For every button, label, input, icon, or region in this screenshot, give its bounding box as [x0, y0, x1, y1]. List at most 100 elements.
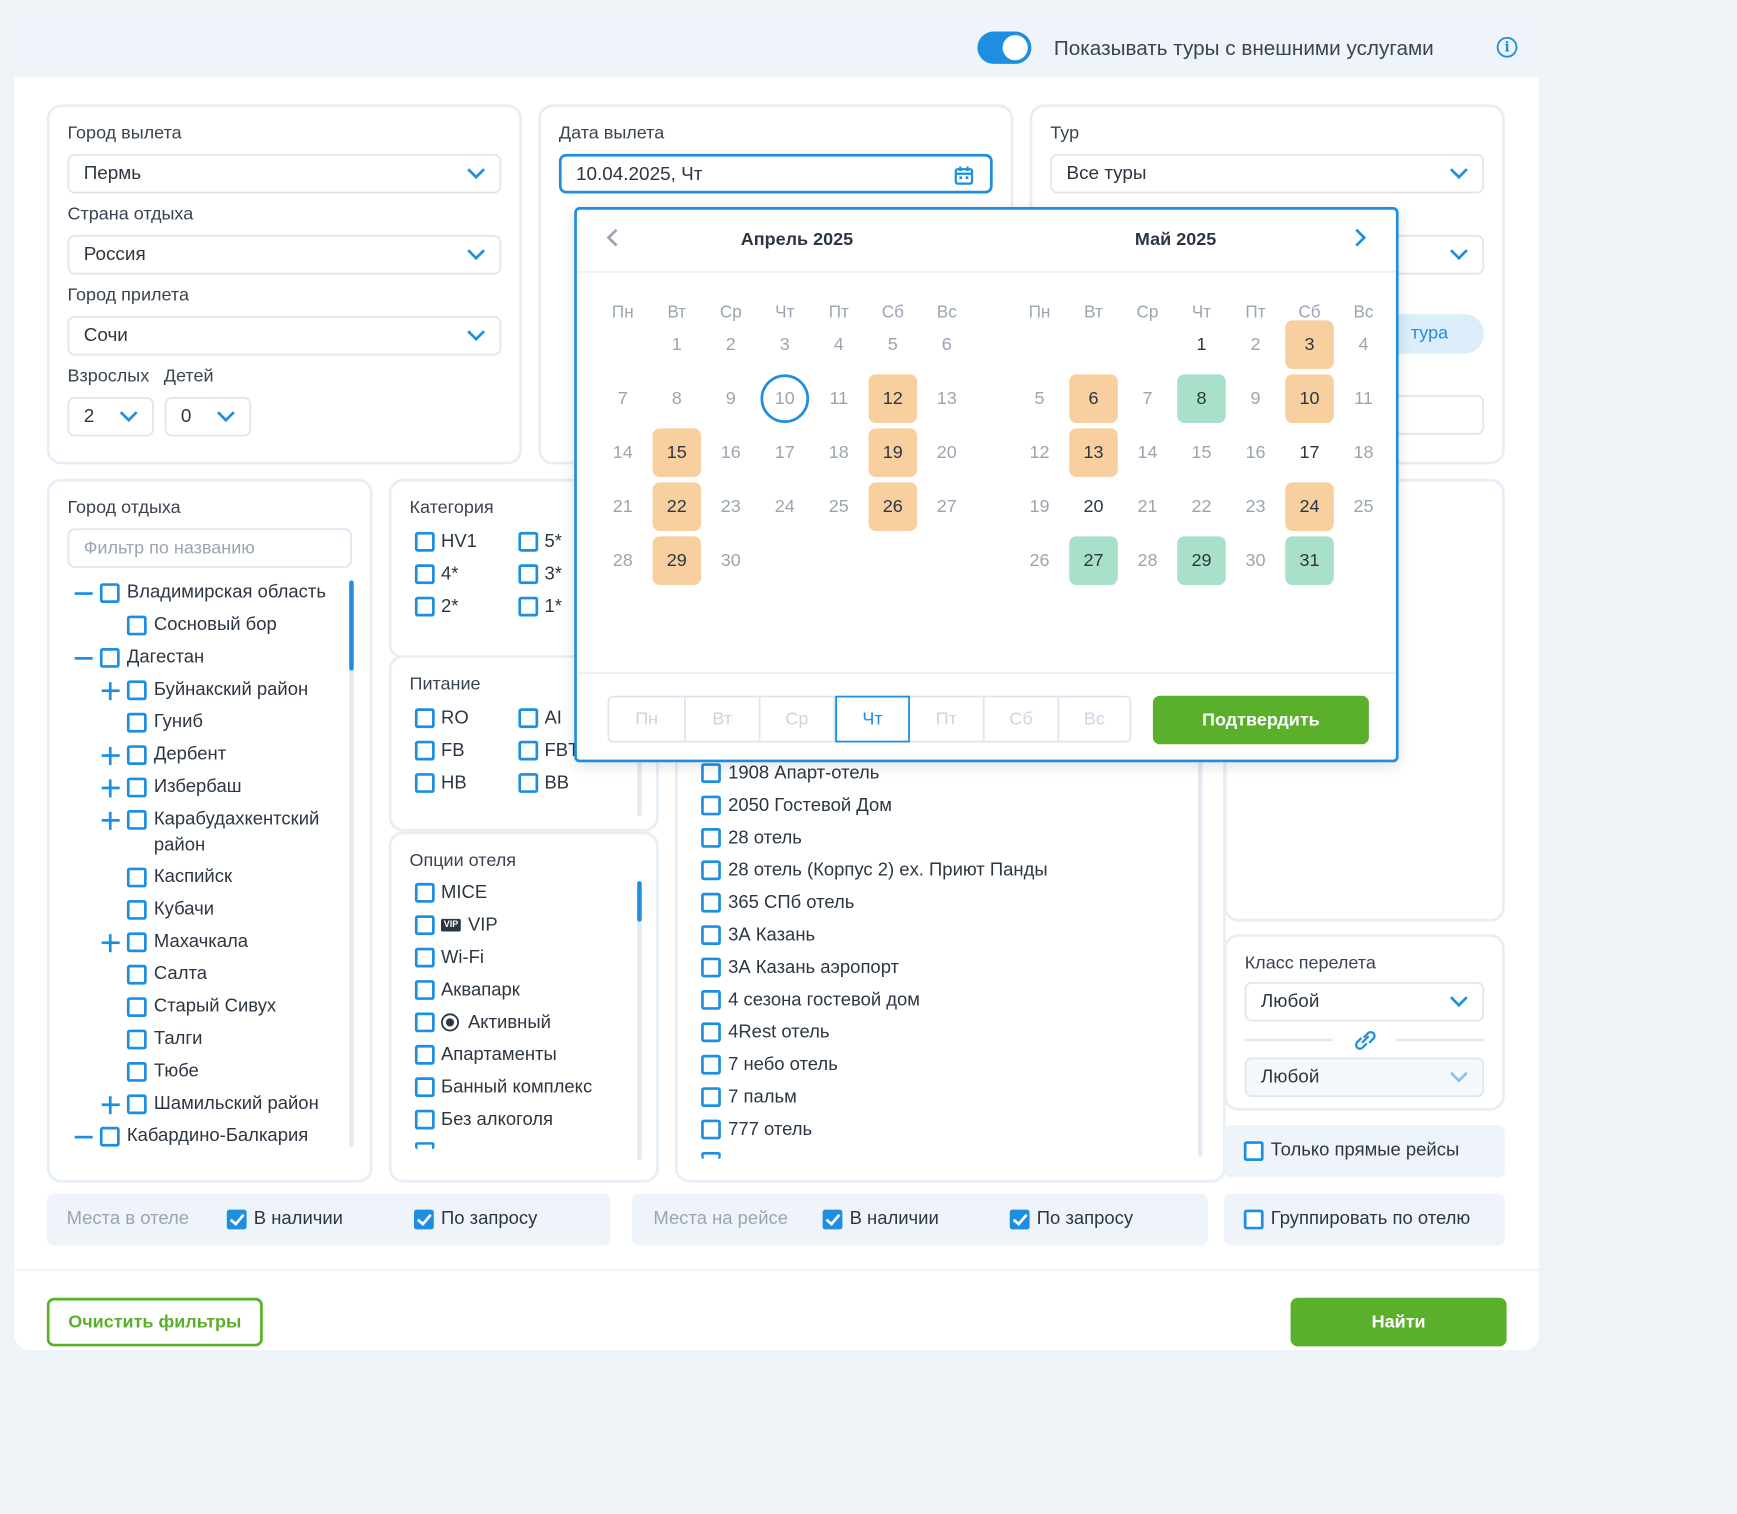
calendar-day[interactable]: 15	[652, 428, 702, 477]
checkbox-checked[interactable]	[226, 1209, 247, 1230]
next-month-icon[interactable]	[1348, 228, 1367, 247]
expand-icon[interactable]	[101, 811, 120, 830]
calendar-day[interactable]: 17	[1299, 442, 1320, 463]
scrollbar-track[interactable]	[349, 580, 354, 1148]
checkbox[interactable]	[126, 712, 147, 733]
tour-select[interactable]: Все туры	[1050, 153, 1485, 194]
calendar-day[interactable]: 2	[1250, 334, 1261, 355]
calendar-day[interactable]: 29	[1177, 536, 1226, 585]
checkbox[interactable]	[414, 708, 435, 729]
calendar-day[interactable]: 21	[612, 496, 633, 517]
calendar-day[interactable]: 5	[1034, 388, 1045, 409]
checkbox[interactable]	[414, 947, 435, 968]
city-filter-input[interactable]: Фильтр по названию	[67, 528, 352, 568]
checkbox[interactable]	[518, 531, 539, 552]
collapse-icon[interactable]	[74, 1135, 93, 1139]
calendar-day[interactable]: 16	[720, 442, 741, 463]
weekday-toggle[interactable]: Ср	[761, 697, 836, 741]
checkbox[interactable]	[126, 1029, 147, 1050]
checkbox[interactable]	[518, 596, 539, 617]
calendar-day[interactable]: 6	[941, 334, 952, 355]
calendar-day[interactable]: 24	[774, 496, 795, 517]
calendar-day[interactable]: 15	[1191, 442, 1212, 463]
checkbox[interactable]	[701, 1152, 721, 1160]
checkbox[interactable]	[414, 596, 435, 617]
weekday-toggle[interactable]: Вс	[1083, 709, 1105, 729]
calendar-day[interactable]: 24	[1285, 482, 1334, 531]
checkbox[interactable]	[518, 773, 539, 793]
calendar-day[interactable]: 16	[1245, 442, 1266, 463]
calendar-day[interactable]: 27	[1069, 536, 1118, 585]
checkbox[interactable]	[701, 990, 721, 1010]
checkbox[interactable]	[701, 1119, 721, 1140]
checkbox[interactable]	[414, 1044, 435, 1065]
children-select[interactable]: 0	[164, 396, 252, 437]
calendar-day[interactable]: 7	[617, 388, 628, 409]
calendar-day[interactable]: 14	[612, 442, 633, 463]
calendar-day[interactable]: 13	[936, 388, 957, 409]
checkbox[interactable]	[701, 925, 721, 945]
calendar-day[interactable]: 3	[1285, 320, 1334, 369]
date-input[interactable]: 10.04.2025, Чт	[558, 153, 993, 194]
adults-select[interactable]: 2	[67, 396, 154, 437]
checkbox[interactable]	[701, 828, 721, 848]
calendar-day[interactable]: 12	[1029, 442, 1050, 463]
checkbox[interactable]	[99, 583, 120, 603]
clear-filters-button[interactable]: Очистить фильтры	[46, 1297, 263, 1347]
flight-class-select-2[interactable]: Любой	[1244, 1057, 1485, 1098]
checkbox[interactable]	[414, 1142, 435, 1150]
country-select[interactable]: Россия	[67, 234, 502, 275]
checkbox[interactable]	[414, 1012, 435, 1033]
checkbox[interactable]	[99, 1126, 120, 1147]
checkbox[interactable]	[701, 860, 721, 881]
calendar-day[interactable]: 20	[936, 442, 957, 463]
checkbox[interactable]	[126, 997, 147, 1017]
checkbox[interactable]	[126, 932, 147, 953]
calendar-day[interactable]: 9	[725, 388, 736, 409]
expand-icon[interactable]	[101, 1096, 120, 1115]
calendar-day[interactable]: 1	[671, 334, 682, 355]
checkbox[interactable]	[414, 1077, 435, 1098]
expand-icon[interactable]	[101, 779, 120, 798]
calendar-day[interactable]: 30	[720, 550, 741, 571]
checkbox-checked[interactable]	[1009, 1209, 1030, 1230]
calendar-day[interactable]: 5	[887, 334, 898, 355]
checkbox[interactable]	[126, 964, 147, 985]
checkbox[interactable]	[701, 763, 721, 783]
confirm-button[interactable]: Подтвердить	[1152, 695, 1369, 745]
scrollbar-track[interactable]	[637, 881, 642, 1161]
calendar-day[interactable]: 22	[1191, 496, 1212, 517]
collapse-icon[interactable]	[74, 592, 93, 595]
checkbox[interactable]	[701, 1022, 721, 1043]
calendar-day[interactable]: 3	[779, 334, 790, 355]
calendar-day[interactable]: 19	[868, 428, 918, 477]
calendar-day[interactable]: 26	[868, 482, 918, 531]
calendar-day[interactable]: 21	[1137, 496, 1158, 517]
calendar-day[interactable]: 8	[1177, 374, 1226, 423]
external-services-toggle[interactable]	[977, 31, 1032, 64]
calendar-day[interactable]: 11	[829, 388, 849, 409]
calendar-day[interactable]: 23	[720, 496, 741, 517]
checkbox-checked[interactable]	[822, 1209, 843, 1230]
calendar-day[interactable]: 7	[1142, 388, 1153, 409]
expand-icon[interactable]	[101, 934, 120, 953]
checkbox[interactable]	[414, 531, 435, 552]
calendar-day[interactable]: 27	[936, 496, 957, 517]
calendar-day[interactable]: 4	[1358, 334, 1369, 355]
calendar-day[interactable]: 18	[828, 442, 849, 463]
checkbox[interactable]	[701, 1087, 721, 1107]
info-icon[interactable]: i	[1496, 36, 1518, 58]
checkbox[interactable]	[701, 795, 721, 816]
calendar-day[interactable]: 4	[833, 334, 844, 355]
checkbox[interactable]	[126, 1062, 147, 1082]
checkbox[interactable]	[126, 745, 147, 765]
weekday-toggle[interactable]: Сб	[985, 697, 1060, 741]
checkbox[interactable]	[518, 708, 539, 729]
calendar-day[interactable]: 26	[1029, 550, 1050, 571]
calendar-day[interactable]: 30	[1245, 550, 1266, 571]
weekday-toggle[interactable]: Пт	[910, 697, 985, 741]
checkbox[interactable]	[126, 777, 147, 798]
calendar-day[interactable]: 22	[652, 482, 702, 531]
scrollbar-track[interactable]	[1197, 697, 1203, 1157]
link-icon[interactable]	[1353, 1029, 1378, 1052]
